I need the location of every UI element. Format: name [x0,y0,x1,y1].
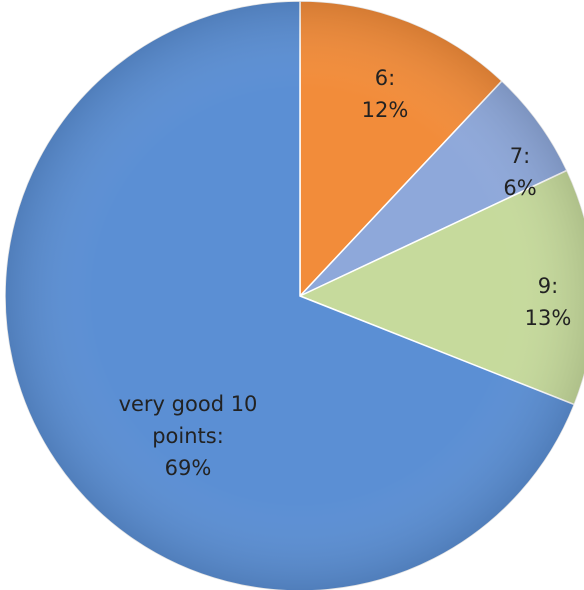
slice-label: 9: 13% [453,270,584,334]
slice-label: very good 10 points: 69% [103,388,273,484]
slice-label: 7: 6% [425,140,584,204]
value-label: 6% [503,176,537,200]
category-label: very good 10 points: [118,392,258,448]
category-label: 6: [374,66,396,90]
category-label: 7: [509,144,531,168]
slice-label: 6: 12% [290,62,480,126]
value-label: 13% [524,306,572,330]
category-label: 9: [537,274,559,298]
value-label: 69% [164,456,212,480]
value-label: 12% [361,98,409,122]
